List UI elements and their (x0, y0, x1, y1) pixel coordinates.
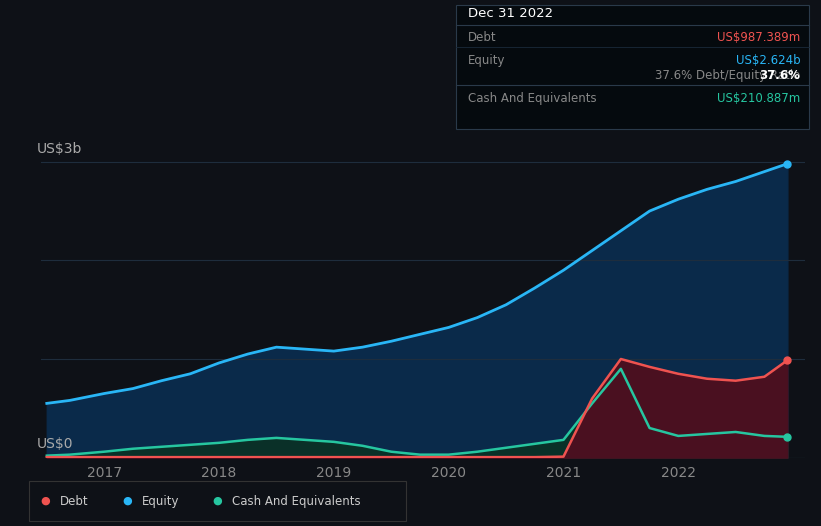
Text: Debt: Debt (468, 32, 497, 44)
Text: Equity: Equity (142, 494, 180, 508)
Text: Equity: Equity (468, 54, 506, 67)
Text: ●: ● (213, 496, 222, 506)
Text: US$3b: US$3b (37, 142, 83, 156)
Text: ●: ● (40, 496, 50, 506)
Text: Cash And Equivalents: Cash And Equivalents (468, 93, 597, 105)
Text: ●: ● (122, 496, 132, 506)
Text: US$2.624b: US$2.624b (736, 54, 800, 67)
Text: US$987.389m: US$987.389m (718, 32, 800, 44)
Text: 37.6% Debt/Equity Ratio: 37.6% Debt/Equity Ratio (655, 69, 800, 82)
Text: 37.6%: 37.6% (759, 69, 800, 82)
Text: Debt: Debt (60, 494, 89, 508)
Text: Cash And Equivalents: Cash And Equivalents (232, 494, 361, 508)
Text: Dec 31 2022: Dec 31 2022 (468, 7, 553, 20)
Text: US$0: US$0 (37, 437, 74, 451)
Text: US$210.887m: US$210.887m (718, 93, 800, 105)
